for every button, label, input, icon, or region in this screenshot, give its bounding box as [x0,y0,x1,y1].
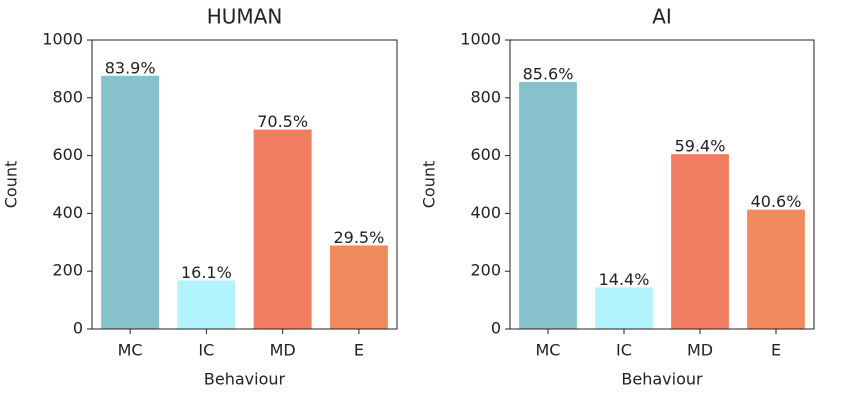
y-tick-label: 400 [470,203,501,222]
bar-annotation: 16.1% [181,263,232,282]
y-axis-label: Count [2,161,21,209]
y-tick-label: 200 [470,261,501,280]
x-axis-label: Behaviour [621,370,703,389]
chart-title: HUMAN [207,5,283,29]
x-tick-label: E [771,341,781,360]
x-tick-label: MC [118,341,143,360]
y-axis-label: Count [420,161,439,209]
bar [329,245,388,329]
bar-annotation: 59.4% [675,137,726,156]
y-tick-label: 0 [491,319,501,338]
bar [101,75,160,329]
x-tick-label: E [354,341,364,360]
bar-annotation: 14.4% [599,270,650,289]
y-tick-label: 200 [52,261,83,280]
x-tick-label: IC [198,341,214,360]
x-tick-label: IC [616,341,632,360]
bar [671,154,729,329]
y-tick-label: 600 [52,145,83,164]
y-tick-label: 400 [52,203,83,222]
bar [747,209,805,329]
axes-frame [509,39,815,330]
x-tick-label: MD [687,341,713,360]
chart-title: AI [652,5,672,29]
bar [253,129,312,329]
bar-annotation: 83.9% [105,58,156,77]
axes-frame [91,39,398,330]
bar-annotation: 70.5% [257,112,308,131]
y-tick-label: 1000 [42,30,83,49]
y-tick-label: 0 [73,319,83,338]
y-tick-label: 600 [470,145,501,164]
bar [519,81,577,329]
y-tick-label: 1000 [460,30,501,49]
x-tick-label: MD [270,341,296,360]
y-tick-label: 800 [52,87,83,106]
y-tick-label: 800 [470,87,501,106]
bar-annotation: 29.5% [333,228,384,247]
x-tick-label: MC [536,341,561,360]
bar [595,287,653,329]
bar-annotation: 40.6% [751,192,802,211]
bar [177,280,236,329]
x-axis-label: Behaviour [204,370,286,389]
bar-annotation: 85.6% [523,64,574,83]
